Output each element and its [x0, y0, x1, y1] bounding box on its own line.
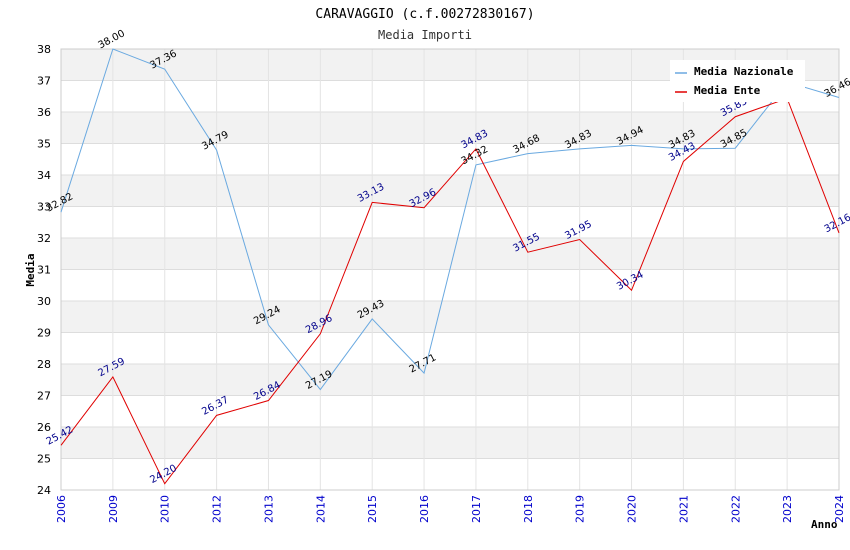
series-lines: [60, 48, 840, 485]
grid-band: [61, 112, 839, 144]
y-tick-label: 35: [37, 138, 51, 151]
x-tick-label: 2017: [470, 495, 483, 523]
series-line-media-ente: [60, 97, 840, 485]
grid-band: [61, 364, 839, 396]
y-tick-label: 30: [37, 295, 51, 308]
plot-border: [60, 48, 840, 491]
grid-band: [61, 206, 839, 238]
grid-band: [61, 175, 839, 207]
x-tick-label: 2013: [262, 495, 275, 523]
y-axis-label: Media: [24, 253, 37, 286]
legend: Media Nazionale Media Ente: [670, 60, 805, 102]
x-tick-label: 2009: [107, 495, 120, 523]
grid-band: [61, 301, 839, 333]
x-tick-label: 2012: [211, 495, 224, 523]
y-tick-label: 33: [37, 201, 51, 214]
x-tick-label: 2024: [833, 495, 846, 523]
chart-subtitle: Media Importi: [378, 28, 472, 42]
x-tick-label: 2023: [781, 495, 794, 523]
x-tick-label: 2022: [729, 495, 742, 523]
y-tick-labels: 24 25 26 27 28 29 30 31 32 33 34 35 36 37 38: [37, 43, 51, 497]
x-tick-label: 2021: [677, 495, 690, 523]
y-tick-label: 28: [37, 358, 51, 371]
data-label: 38.00: [96, 28, 126, 51]
x-tick-label: 2010: [159, 495, 172, 523]
x-tick-label: 2019: [574, 495, 587, 523]
x-tick-label: 2006: [55, 495, 68, 523]
grid-band: [61, 427, 839, 459]
y-tick-label: 24: [37, 484, 51, 497]
x-tick-label: 2016: [418, 495, 431, 523]
x-tick-labels: 2006 2009 2010 2012 2013 2014 2015 2016 2017 2018…: [55, 495, 846, 523]
y-tick-label: 34: [37, 169, 51, 182]
grid-band: [61, 458, 839, 490]
x-tick-label: 2015: [366, 495, 379, 523]
y-tick-label: 37: [37, 75, 51, 88]
x-tick-label: 2014: [314, 495, 327, 523]
series-line-media-nazionale: [60, 48, 840, 391]
legend-label-media-nazionale: Media Nazionale: [694, 65, 794, 78]
x-axis-label: Anno: [811, 518, 838, 531]
y-tick-label: 27: [37, 390, 51, 403]
x-tick-label: 2018: [522, 495, 535, 523]
grid-bands: [61, 49, 839, 490]
grid-band: [61, 332, 839, 364]
x-tick-label: 2020: [626, 495, 639, 523]
legend-box: [670, 60, 805, 102]
y-tick-label: 32: [37, 232, 51, 245]
y-tick-label: 26: [37, 421, 51, 434]
grid-band: [61, 238, 839, 270]
legend-label-media-ente: Media Ente: [694, 84, 761, 97]
y-tick-label: 38: [37, 43, 51, 56]
y-tick-label: 31: [37, 264, 51, 277]
grid-band: [61, 395, 839, 427]
grid-band: [61, 269, 839, 301]
chart-title: CARAVAGGIO (c.f.00272830167): [315, 7, 534, 22]
y-tick-label: 36: [37, 106, 51, 119]
y-tick-label: 29: [37, 327, 51, 340]
y-tick-label: 25: [37, 453, 51, 466]
